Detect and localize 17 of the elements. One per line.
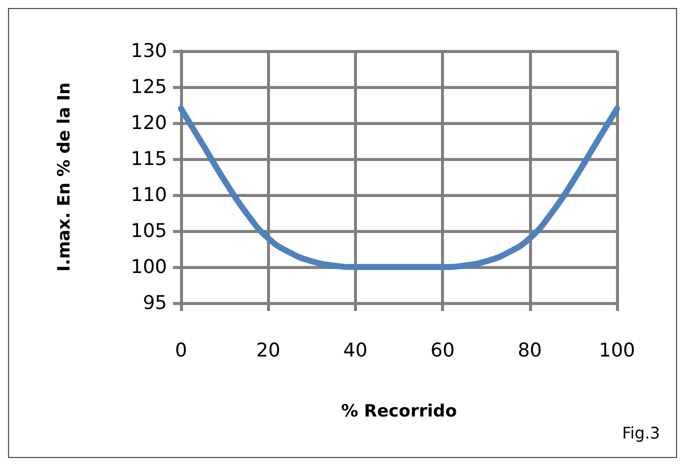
y-tick-label: 110	[130, 184, 167, 206]
y-tick-label: 100	[130, 256, 167, 278]
x-tick-label: 0	[174, 340, 188, 362]
y-tick-label: 105	[130, 220, 167, 242]
y-tick-label: 120	[130, 112, 167, 134]
y-tick-label: 130	[130, 40, 167, 62]
x-tick-label: 80	[518, 340, 542, 362]
x-tick-label: 40	[343, 340, 368, 362]
x-tick-label: 60	[430, 340, 455, 362]
caption: Fig.3	[622, 424, 660, 442]
y-tick-label: 115	[130, 148, 167, 170]
x-tick-label: 20	[256, 340, 280, 362]
y-tick-label: 125	[130, 76, 167, 98]
x-axis-title: % Recorrido	[341, 402, 457, 422]
y-axis-title: I.max. En % de la In	[54, 82, 74, 272]
x-tick-label: 100	[598, 340, 636, 362]
y-tick-label: 95	[142, 292, 167, 314]
